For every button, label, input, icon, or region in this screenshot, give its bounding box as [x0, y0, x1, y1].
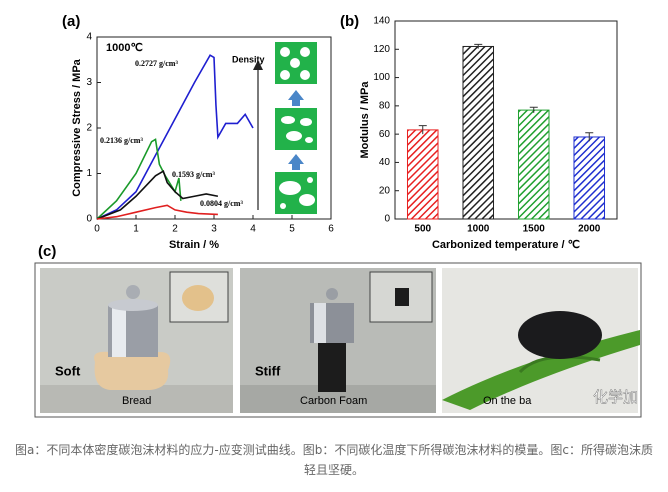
photo-bread	[40, 268, 233, 413]
annotation: 1000℃	[106, 42, 143, 54]
figure-caption: 图a：不同本体密度碳泡沫材料的应力-应变测试曲线。图b：不同碳化温度下所得碳泡沫…	[15, 443, 653, 477]
y-tick-label: 20	[379, 185, 391, 196]
figure: (a) (b) (c) Soft Bread Stiff Carbon Foam On …	[34, 13, 642, 418]
x-tick-label: 2000	[578, 224, 601, 235]
y-tick-label: 2	[86, 123, 92, 134]
error-bar	[585, 132, 594, 142]
watermark: 化学加	[593, 389, 638, 406]
y-axis-title: Compressive Stress / MPa	[71, 58, 83, 196]
y-tick-label: 0	[86, 214, 92, 225]
photo-foam	[240, 268, 436, 413]
panel-label: (c)	[38, 243, 56, 260]
error-bar	[529, 106, 538, 113]
series-label: 0.2727 g/cm³	[135, 59, 178, 68]
x-tick-label: 1	[133, 224, 139, 235]
series-line	[96, 204, 218, 220]
y-tick-label: 100	[373, 72, 390, 83]
series-line	[96, 54, 254, 220]
density-inset	[253, 42, 317, 214]
x-tick-label: 500	[414, 224, 431, 235]
error-bar	[474, 43, 483, 49]
x-tick-label: 6	[328, 224, 334, 235]
y-tick-label: 40	[379, 157, 391, 168]
series-line	[96, 170, 219, 220]
y-tick-label: 1	[86, 168, 92, 179]
x-tick-label: 1000	[467, 224, 490, 235]
series-label: 0.1593 g/cm³	[172, 170, 215, 179]
plot-frame	[394, 20, 618, 220]
y-tick-label: 120	[373, 44, 390, 55]
x-tick-label: 5	[289, 224, 295, 235]
x-axis-title: Carbonized temperature / ℃	[432, 239, 580, 251]
photo-label: Stiff	[255, 363, 281, 378]
x-tick-label: 2	[172, 224, 178, 235]
bar	[406, 129, 439, 220]
error-bar	[418, 125, 427, 135]
annotation: Density	[232, 54, 265, 64]
photo-label: Bread	[122, 395, 151, 407]
y-tick-label: 0	[384, 214, 390, 225]
y-tick-label: 60	[379, 129, 391, 140]
y-tick-label: 3	[86, 77, 92, 88]
y-tick-label: 4	[86, 32, 92, 43]
bar	[462, 45, 495, 220]
y-tick-label: 80	[379, 100, 391, 111]
x-tick-label: 1500	[523, 224, 546, 235]
x-tick-label: 0	[94, 224, 100, 235]
series-label: 0.0804 g/cm³	[200, 199, 243, 208]
photo-label: On the ba	[483, 395, 532, 407]
x-tick-label: 4	[250, 224, 256, 235]
x-axis-title: Strain / %	[169, 239, 219, 251]
photo-leaf	[442, 268, 640, 413]
y-tick-label: 140	[373, 16, 390, 27]
panel-label: (a)	[62, 13, 80, 30]
panel-label: (b)	[340, 13, 359, 30]
photo-label: Carbon Foam	[300, 395, 367, 407]
y-axis-title: Modulus / MPa	[359, 81, 371, 159]
series-line	[96, 138, 182, 220]
bar	[517, 109, 550, 220]
bar	[573, 136, 606, 220]
x-tick-label: 3	[211, 224, 217, 235]
photo-label: Soft	[55, 363, 81, 378]
series-label: 0.2136 g/cm³	[100, 136, 143, 145]
